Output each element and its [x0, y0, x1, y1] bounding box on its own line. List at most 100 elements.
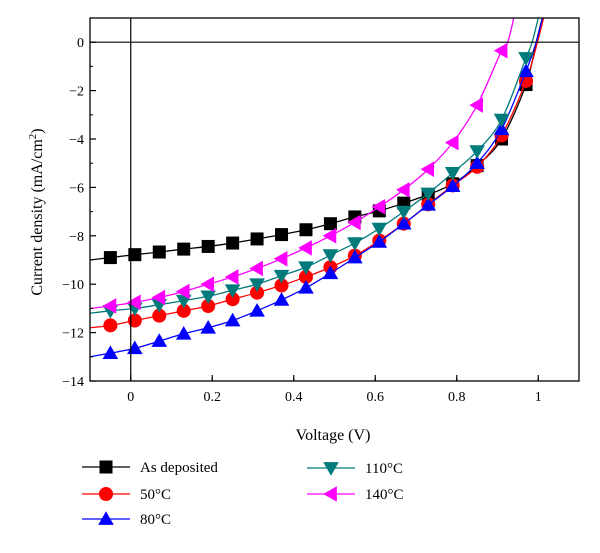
data-point: [250, 232, 264, 246]
x-tick-label: 0: [127, 390, 134, 405]
data-point: [200, 276, 215, 292]
axes-layer: 0 0.2 0.4 0.6 0.8 1 0 −2 −4 −6 −8 −10 −12 −14: [62, 17, 580, 405]
data-point: [249, 260, 263, 277]
legend-item: 110°C: [307, 461, 403, 477]
legend-label: 80°C: [140, 512, 171, 528]
data-point: [371, 198, 386, 215]
legend-label: As deposited: [140, 460, 218, 476]
x-tick-label: 0.4: [285, 390, 303, 405]
data-point: [322, 265, 339, 280]
data-point: [469, 155, 485, 170]
y-axis-title: Current density (mA/cm2): [27, 128, 46, 295]
data-point: [371, 222, 388, 237]
legend-label: 110°C: [365, 461, 403, 477]
y-tick-label: −2: [69, 85, 84, 100]
y-axis-title-main: Current density (mA/cm: [29, 139, 46, 296]
data-point: [273, 292, 290, 306]
data-point: [298, 261, 314, 276]
y-axis-title-sup: 2: [27, 134, 39, 140]
legend-item: As deposited: [82, 460, 218, 476]
data-point: [299, 223, 313, 237]
y-tick-label: −14: [62, 375, 84, 390]
series-0: [90, 18, 543, 265]
legend-label: 50°C: [140, 487, 171, 503]
data-point: [201, 239, 215, 253]
data-point: [103, 251, 117, 265]
legend-item: 50°C: [82, 486, 171, 503]
data-point: [444, 178, 461, 193]
data-point: [420, 161, 435, 178]
legend-marker: [98, 486, 114, 502]
y-tick-label: −10: [62, 278, 84, 293]
data-point: [371, 234, 388, 248]
data-point: [175, 283, 190, 300]
data-point: [200, 290, 216, 305]
data-point: [224, 284, 241, 299]
data-point: [151, 333, 168, 347]
data-point: [444, 134, 459, 151]
data-point: [224, 269, 239, 285]
y-axis-title-close: ): [29, 128, 46, 133]
data-point: [224, 312, 241, 327]
data-point: [323, 217, 337, 231]
data-point: [128, 248, 142, 262]
x-axis-title: Voltage (V): [296, 427, 371, 444]
data-point: [127, 294, 141, 311]
data-point: [395, 215, 412, 230]
data-point: [201, 298, 216, 314]
legend-label: 140°C: [365, 487, 404, 503]
data-point: [493, 42, 508, 59]
data-point: [249, 303, 265, 317]
data-point: [519, 73, 534, 88]
data-point: [518, 52, 534, 66]
data-point: [493, 113, 510, 128]
data-point: [151, 289, 166, 306]
y-tick-label: 0: [77, 36, 84, 51]
data-point: [493, 121, 510, 136]
data-point: [347, 237, 363, 251]
data-point: [273, 269, 290, 284]
data-point: [298, 280, 314, 294]
series-line: [90, 18, 543, 261]
data-point: [322, 228, 337, 244]
legend-item: 80°C: [82, 511, 171, 528]
data-point: [274, 278, 289, 293]
series-3: [90, 18, 539, 319]
data-point: [102, 345, 119, 360]
data-point: [250, 285, 265, 300]
data-point: [469, 145, 485, 159]
legend-marker: [323, 486, 337, 502]
data-point: [273, 250, 288, 267]
data-point: [177, 242, 191, 256]
legend: As deposited 50°C 80°C 110°C 140°C: [82, 460, 404, 528]
data-point: [395, 182, 410, 198]
data-point: [420, 187, 437, 202]
x-tick-label: 0.2: [204, 390, 222, 405]
data-point: [200, 319, 216, 334]
x-tick-label: 1: [535, 390, 542, 405]
y-tick-label: −8: [69, 230, 84, 245]
data-point: [225, 292, 240, 307]
data-point: [395, 205, 412, 220]
y-tick-label: −12: [62, 327, 84, 342]
data-point: [347, 249, 363, 264]
data-point: [152, 308, 167, 323]
data-point: [176, 303, 191, 318]
data-point: [226, 236, 240, 250]
x-tick-label: 0.6: [367, 390, 385, 405]
series-4: [90, 18, 515, 314]
data-point: [298, 240, 312, 256]
x-tick-label: 0.8: [448, 390, 466, 405]
data-point: [175, 294, 192, 309]
data-point: [322, 249, 339, 263]
y-tick-label: −6: [69, 181, 84, 196]
legend-item: 140°C: [307, 486, 404, 503]
data-point: [152, 245, 166, 259]
data-point: [444, 167, 461, 181]
data-point: [275, 228, 289, 242]
data-point: [102, 298, 117, 314]
legend-marker: [98, 511, 114, 525]
series-1: [90, 18, 545, 333]
data-point: [175, 326, 192, 340]
